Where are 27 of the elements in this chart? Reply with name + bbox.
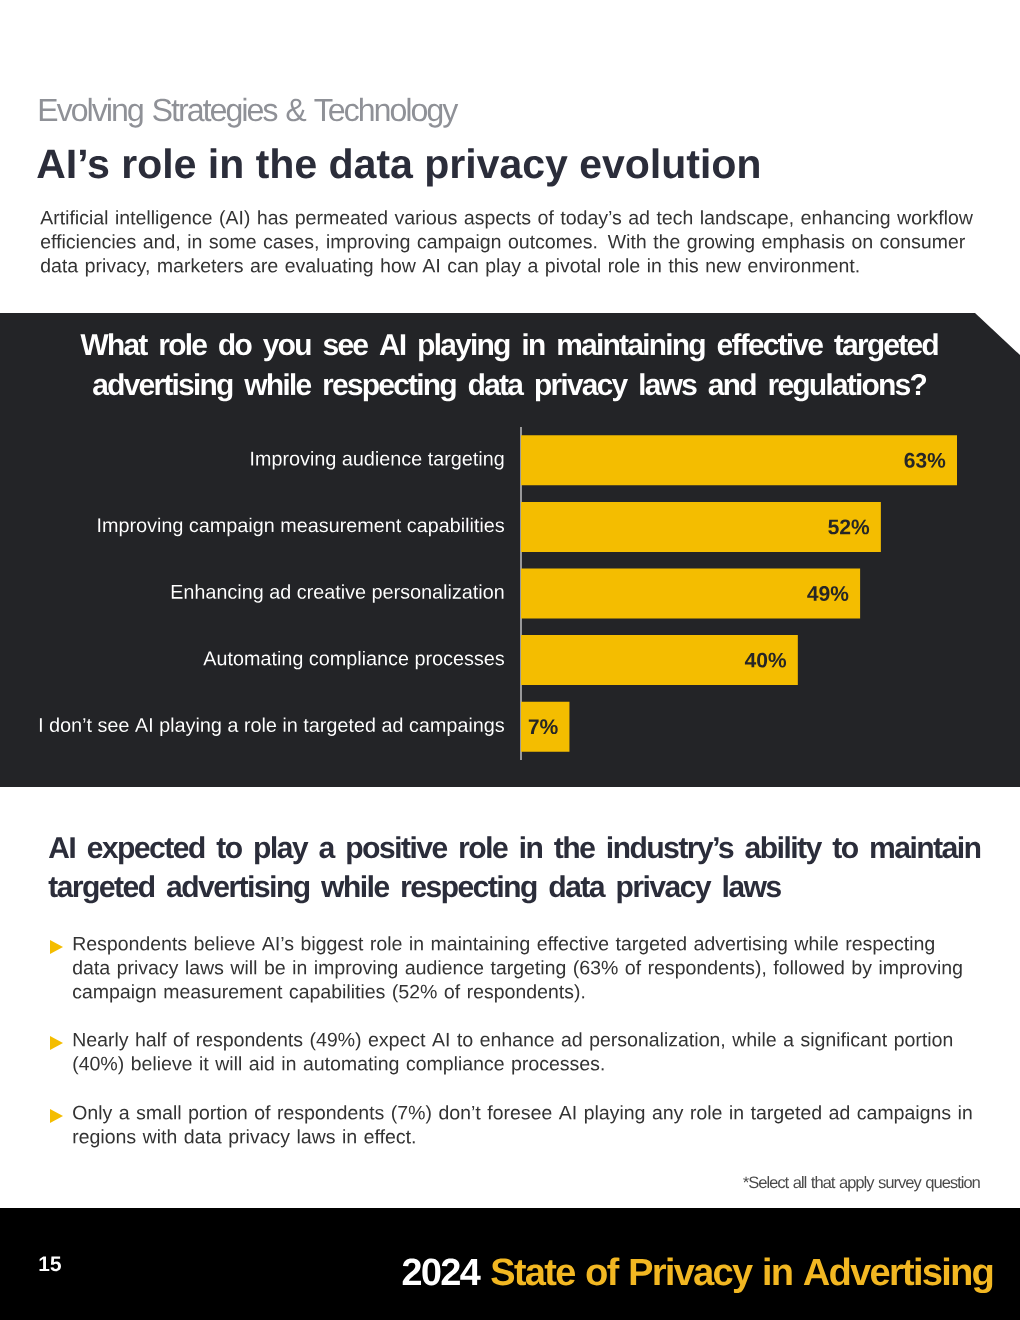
data-label: 52% xyxy=(828,519,870,535)
text: Artificial intelligence (AI) has permeated various aspects of today’s ad tech landscape, enhancing workflow efficiencies and, in some cases, improving campaign outcomes. With the growing emphasis on consumer data privacy, marketers are evaluating how AI can play a pivotal role in this new environment. xyxy=(40,210,973,277)
bar xyxy=(521,568,861,619)
text: AI’s role in the data privacy evolution xyxy=(37,148,759,187)
y-tick-label: Automating compliance processes xyxy=(203,650,505,670)
text: Nearly half of respondents (49%) expect AI to enhance ad personalization, while a significant portion (40%) believe it will aid in automating compliance processes. xyxy=(73,1032,953,1075)
y-tick-label: Enhancing ad creative personalization xyxy=(171,584,504,603)
y-tick-label: I don’t see AI playing a role in targeted ad campaings xyxy=(39,717,504,736)
text: 2024 xyxy=(402,1258,481,1286)
text: AI expected to play a positive role in the industry’s ability to maintain targeted advertising while respecting data privacy laws xyxy=(48,836,981,904)
data-label: 63% xyxy=(904,452,946,468)
y-tick-label: Improving audience targeting xyxy=(251,451,504,470)
bar xyxy=(521,635,798,686)
text: Respondents believe AI’s biggest role in maintaining effective targeted advertising while respecting data privacy laws will be in improving audience targeting (63% of respondents), followed by improving campaign measurement capabilities (52% of respondents). xyxy=(73,936,962,1003)
text: Evolving Strategies & Technology xyxy=(39,97,459,128)
text: *Select all that apply survey question xyxy=(743,1176,980,1192)
text: State of Privacy in Advertising xyxy=(491,1257,993,1294)
data-label: 7% xyxy=(528,719,558,735)
data-label: 49% xyxy=(807,586,849,601)
text: 15 xyxy=(39,1256,61,1272)
chart-title: What role do you see AI playing in maintaining effective targeted advertising while respecting data privacy laws and regulations? xyxy=(80,333,938,402)
text: Only a small portion of respondents (7%) don’t foresee AI playing any role in targeted ad campaigns in regions with data privacy laws in effect. xyxy=(73,1105,972,1148)
bar xyxy=(521,701,570,752)
data-label: 40% xyxy=(744,652,787,668)
y-tick-label: Improving campaign measurement capabilities xyxy=(98,517,504,537)
bar xyxy=(521,501,881,552)
bar xyxy=(521,435,957,486)
